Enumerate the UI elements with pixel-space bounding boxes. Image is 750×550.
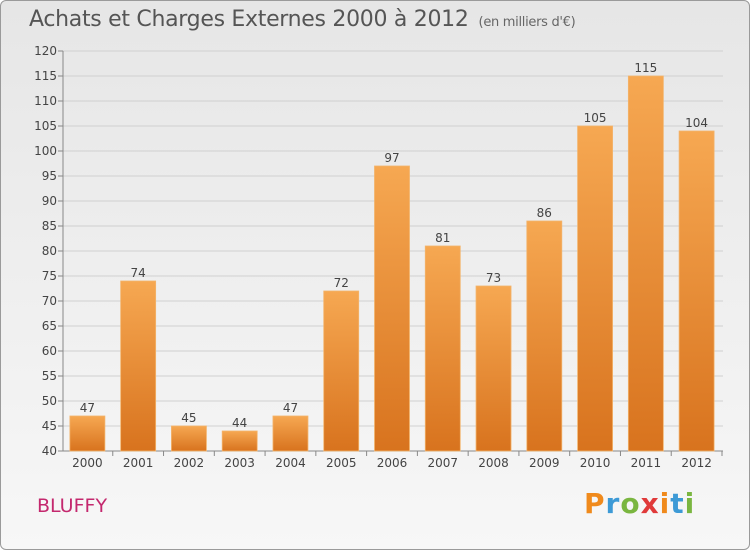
proxiti-logo: Proxiti	[584, 487, 695, 520]
logo-letter: t	[670, 487, 685, 520]
y-tick-label: 105	[34, 119, 57, 133]
x-tick-label: 2002	[174, 456, 205, 470]
bar-2004	[272, 415, 309, 452]
commune-name: BLUFFY	[37, 495, 108, 517]
x-tick-label: 2001	[123, 456, 154, 470]
bar-value-label: 44	[232, 416, 247, 430]
y-tick-label: 70	[42, 294, 57, 308]
y-tick-label: 85	[42, 219, 57, 233]
bar-value-label: 104	[685, 116, 708, 130]
y-tick-label: 115	[34, 69, 57, 83]
x-tick-label: 2000	[72, 456, 103, 470]
unit-label: (en milliers d'€)	[478, 15, 576, 30]
y-tick-label: 55	[42, 369, 57, 383]
bar-2011	[627, 75, 664, 452]
y-tick-label: 40	[42, 444, 57, 458]
bar-2007	[424, 245, 461, 452]
x-tick-label: 2012	[681, 456, 712, 470]
x-tick-label: 2007	[427, 456, 458, 470]
y-tick-label: 120	[34, 44, 57, 58]
bar-2006	[374, 165, 410, 452]
x-tick-label: 2004	[275, 456, 306, 470]
y-tick-label: 45	[42, 419, 57, 433]
y-tick-label: 90	[42, 194, 57, 208]
logo-letter: i	[684, 487, 696, 520]
x-tick-label: 2010	[580, 456, 611, 470]
bar-2012	[678, 130, 715, 452]
x-tick-label: 2005	[326, 456, 357, 470]
bar-value-label: 74	[131, 266, 146, 280]
y-tick-label: 75	[42, 269, 57, 283]
bar-2002	[171, 425, 207, 452]
logo-letter: P	[584, 487, 606, 520]
bar-2001	[120, 280, 157, 452]
bar-2000	[69, 415, 106, 452]
bar-value-label: 73	[486, 271, 501, 285]
y-tick-label: 65	[42, 319, 57, 333]
title-text: Achats et Charges Externes 2000 à 2012	[29, 7, 469, 32]
bar-2010	[577, 125, 613, 452]
x-tick-label: 2011	[631, 456, 662, 470]
bar-value-label: 97	[384, 151, 399, 165]
x-tick-label: 2006	[377, 456, 408, 470]
y-tick-label: 80	[42, 244, 57, 258]
logo-letter: o	[620, 487, 641, 520]
bar-value-label: 47	[80, 401, 95, 415]
y-tick-label: 95	[42, 169, 57, 183]
bar-2008	[475, 285, 512, 452]
bar-2009	[526, 220, 563, 452]
bar-2003	[221, 430, 258, 452]
bar-value-label: 86	[537, 206, 552, 220]
logo-letter: i	[659, 487, 671, 520]
bar-value-label: 72	[334, 276, 349, 290]
y-tick-label: 50	[42, 394, 57, 408]
bar-2005	[323, 290, 360, 452]
logo-letter: r	[605, 487, 621, 520]
y-tick-label: 60	[42, 344, 57, 358]
y-tick-label: 100	[34, 144, 57, 158]
bar-value-label: 47	[283, 401, 298, 415]
logo-letter: x	[640, 487, 660, 520]
x-tick-label: 2008	[478, 456, 509, 470]
bar-value-label: 81	[435, 231, 450, 245]
bar-value-label: 45	[181, 411, 196, 425]
bar-value-label: 115	[634, 61, 657, 75]
x-tick-label: 2003	[224, 456, 255, 470]
y-tick-label: 110	[34, 94, 57, 108]
chart-title: Achats et Charges Externes 2000 à 2012 (e…	[29, 7, 576, 32]
bar-value-label: 105	[584, 111, 607, 125]
x-tick-label: 2009	[529, 456, 560, 470]
